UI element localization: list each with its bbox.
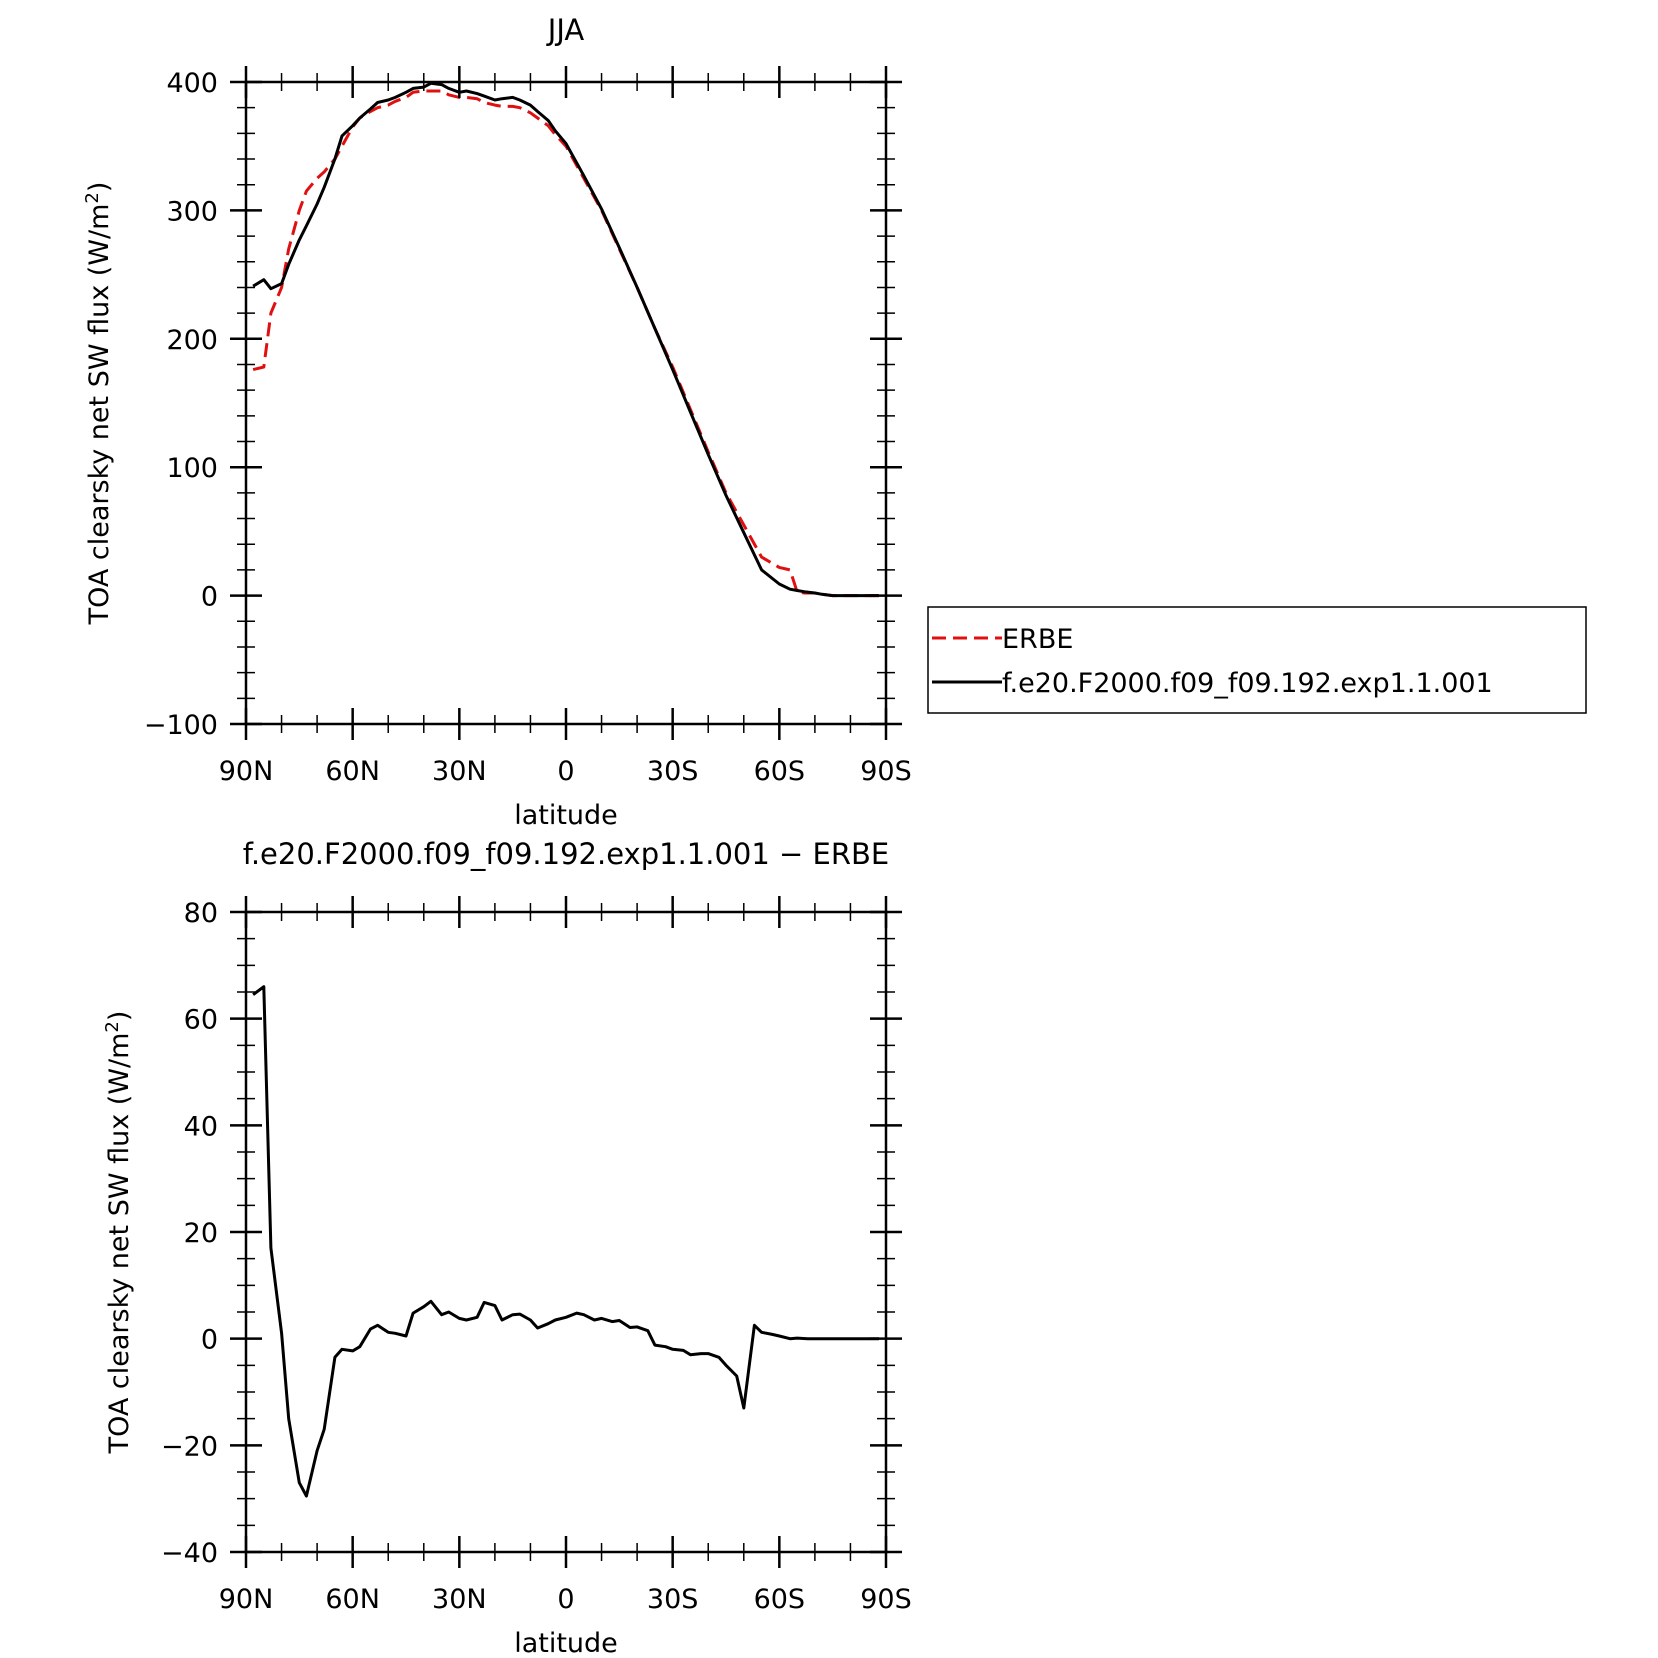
top-y-axis-label-close: ) [84,182,115,193]
top-chart-title: JJA [546,13,585,47]
bottom-series-line-0 [252,985,879,1498]
top-x-tick-label: 30S [647,756,699,787]
top-x-tick-label: 60S [754,756,806,787]
top-x-tick-label: 30N [432,756,487,787]
top-y-tick-label: 200 [166,325,218,356]
bottom-x-tick-label: 60N [325,1584,380,1615]
legend-label-model: f.e20.F2000.f09_f09.192.exp1.1.001 [1002,668,1493,699]
bottom-x-tick-label: 30S [647,1584,699,1615]
bottom-x-tick-label: 0 [557,1584,574,1615]
bottom-y-tick-label: −40 [161,1538,218,1569]
top-x-tick-label: 90N [219,756,274,787]
bottom-y-axis-label-close: ) [104,1011,135,1022]
bottom-y-axis-label: TOA clearsky net SW flux (W/m2) [102,1011,135,1455]
top-series-line-1 [252,81,879,598]
bottom-y-tick-label: 20 [184,1218,218,1249]
legend-box [927,606,1587,714]
bottom-y-tick-label: 60 [184,1005,218,1036]
bottom-series-lines [252,985,879,1498]
top-series-lines [252,81,879,598]
bottom-y-axis-label-superscript: 2 [102,1021,123,1032]
bottom-x-tick-label: 30N [432,1584,487,1615]
top-y-tick-label: 400 [166,68,218,99]
bottom-x-tick-label: 60S [754,1584,806,1615]
top-y-tick-label: 0 [201,582,218,613]
bottom-x-axis-label: latitude [514,1628,618,1658]
bottom-y-tick-label: 0 [201,1325,218,1356]
top-y-tick-label: 100 [166,453,218,484]
bottom-axis-ticks: −40 −20 0 20 40 60 80 90N 60N 30N 0 30S 60S 90S [161,896,912,1615]
top-series-line-0 [252,89,879,598]
bottom-y-tick-label: 40 [184,1111,218,1142]
top-x-axis-label: latitude [514,800,618,831]
top-y-tick-label: −100 [144,710,218,741]
legend: ERBE f.e20.F2000.f09_f09.192.exp1.1.001 [927,606,1587,714]
top-x-tick-label: 60N [325,756,380,787]
bottom-x-tick-label: 90N [219,1584,274,1615]
bottom-plot-frame [244,910,888,1554]
top-chart: JJA −100 0 100 200 300 400 90N 60N 30N 0 30S 60S 90S… [82,13,1587,831]
bottom-chart-title: f.e20.F2000.f09_f09.192.exp1.1.001 − ERB… [243,837,890,871]
top-axis-ticks: −100 0 100 200 300 400 90N 60N 30N 0 30S 60S 90S [144,66,912,787]
top-plot-frame [244,80,888,726]
bottom-x-tick-label: 90S [860,1584,912,1615]
top-y-axis-label: TOA clearsky net SW flux (W/m2) [82,182,115,626]
top-x-tick-label: 0 [557,756,574,787]
top-x-tick-label: 90S [860,756,912,787]
top-y-tick-label: 300 [166,196,218,227]
bottom-y-axis-label-text: TOA clearsky net SW flux (W/m [104,1033,135,1455]
bottom-y-tick-label: 80 [184,898,218,929]
legend-label-erbe: ERBE [1002,624,1073,655]
bottom-chart: f.e20.F2000.f09_f09.192.exp1.1.001 − ERB… [102,837,912,1658]
top-y-axis-label-text: TOA clearsky net SW flux (W/m [84,204,115,626]
top-y-axis-label-superscript: 2 [82,192,103,203]
bottom-y-tick-label: −20 [161,1431,218,1462]
